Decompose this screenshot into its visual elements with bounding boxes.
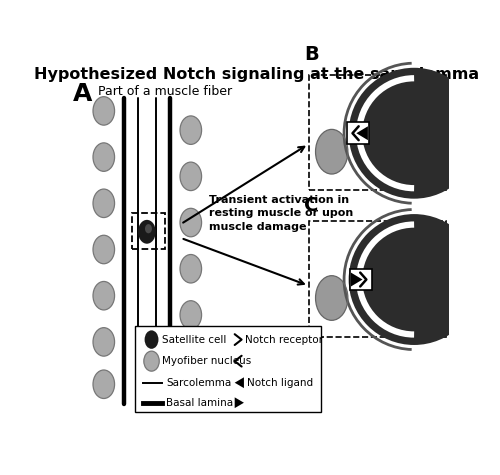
- Bar: [350, 269, 372, 290]
- Ellipse shape: [93, 143, 114, 171]
- Text: Myofiber nucleus: Myofiber nucleus: [162, 356, 252, 366]
- Ellipse shape: [93, 189, 114, 218]
- Bar: [308, 75, 446, 190]
- Ellipse shape: [93, 282, 114, 310]
- Ellipse shape: [316, 276, 348, 320]
- Ellipse shape: [145, 224, 152, 233]
- Ellipse shape: [144, 351, 159, 371]
- Text: Basal lamina: Basal lamina: [166, 398, 234, 408]
- Circle shape: [348, 68, 480, 199]
- Ellipse shape: [93, 235, 114, 264]
- Ellipse shape: [180, 347, 202, 375]
- Ellipse shape: [180, 301, 202, 329]
- Ellipse shape: [93, 328, 114, 356]
- Ellipse shape: [180, 209, 202, 237]
- Text: Transient activation in
resting muscle or upon
muscle damage: Transient activation in resting muscle o…: [208, 195, 353, 231]
- Ellipse shape: [180, 255, 202, 283]
- Polygon shape: [234, 398, 244, 408]
- Ellipse shape: [138, 220, 156, 244]
- Bar: [132, 213, 166, 249]
- Text: C: C: [304, 196, 318, 215]
- Text: Sarcolemma: Sarcolemma: [166, 378, 232, 388]
- Ellipse shape: [180, 162, 202, 190]
- Ellipse shape: [180, 116, 202, 144]
- Text: A: A: [73, 82, 92, 106]
- Bar: [347, 123, 368, 144]
- Ellipse shape: [93, 96, 114, 125]
- Polygon shape: [351, 273, 362, 286]
- Text: Hypothesized Notch signaling at the sarcolemma: Hypothesized Notch signaling at the sarc…: [34, 67, 479, 82]
- Ellipse shape: [144, 330, 158, 349]
- Polygon shape: [234, 377, 244, 388]
- Text: B: B: [304, 45, 318, 64]
- Polygon shape: [356, 126, 368, 140]
- Bar: [308, 221, 446, 336]
- Ellipse shape: [316, 129, 348, 174]
- Text: Notch ligand: Notch ligand: [247, 378, 313, 388]
- Ellipse shape: [180, 381, 202, 410]
- Text: Part of a muscle fiber: Part of a muscle fiber: [98, 86, 232, 98]
- Text: Satellite cell: Satellite cell: [162, 334, 226, 344]
- Bar: [134, 326, 321, 412]
- Ellipse shape: [93, 370, 114, 399]
- Circle shape: [348, 214, 480, 345]
- Text: Notch receptor: Notch receptor: [246, 334, 324, 344]
